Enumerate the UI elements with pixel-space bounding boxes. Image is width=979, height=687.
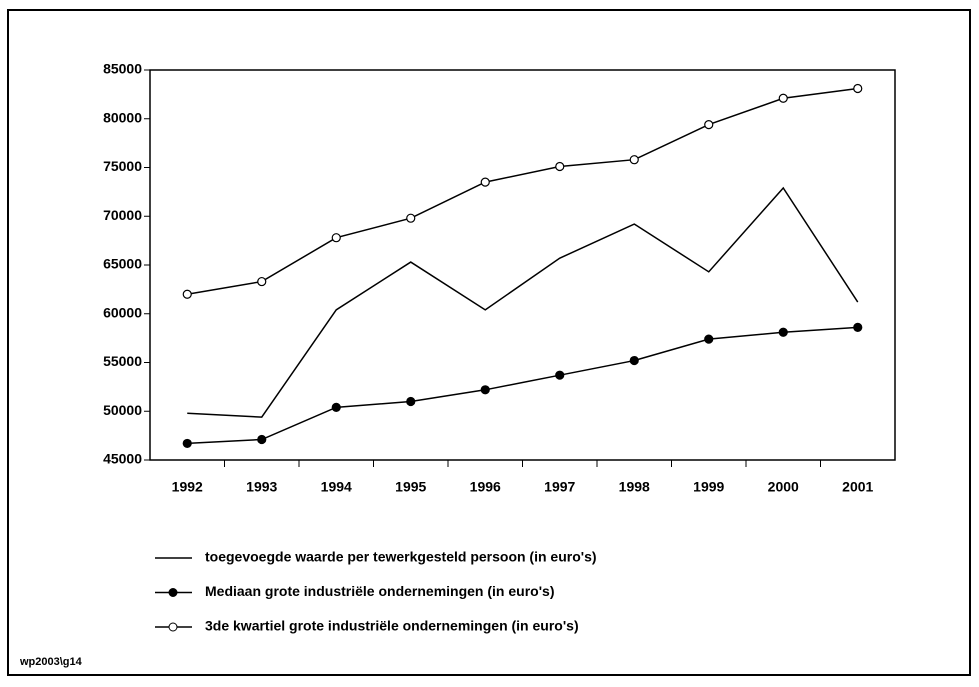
y-tick-label: 85000 [103,61,142,77]
y-tick-label: 70000 [103,207,142,223]
point-marker [257,434,267,445]
y-tick-label: 60000 [103,304,142,320]
x-tick-label: 1998 [619,479,650,495]
y-tick-label: 55000 [103,353,142,369]
x-tick-label: 1993 [246,479,277,495]
point-marker [480,177,490,187]
point-marker [331,233,341,243]
y-tick-label: 75000 [103,158,142,174]
point-marker [331,402,341,412]
y-tick-label: 65000 [103,256,142,272]
frame [7,9,971,676]
x-tick-label: 2001 [842,479,873,495]
legend-label: 3de kwartiel grote industriële ondernemi… [205,618,579,634]
y-tick-label: 80000 [103,109,142,125]
legend-marker [168,622,178,632]
x-tick-label: 1992 [172,479,203,495]
point-marker [629,355,639,366]
x-tick-label: 1995 [395,479,426,495]
footnote: wp2003\g14 [19,656,83,668]
legend-label: Mediaan grote industriële ondernemingen … [205,583,554,599]
point-marker [555,161,565,172]
y-tick-label: 45000 [103,451,142,467]
series-line [187,186,859,418]
x-tick-label: 1996 [470,479,501,495]
point-marker [704,334,714,344]
point-marker [778,93,788,103]
point-marker [853,322,863,332]
point-marker [406,213,416,223]
series-line [187,87,858,295]
point-marker [778,327,788,337]
x-tick-label: 2000 [768,479,799,495]
y-tick-label: 50000 [103,402,142,418]
x-tick-label: 1997 [544,479,575,495]
legend-label: toegevoegde waarde per tewerkgesteld per… [205,549,597,565]
point-marker [406,396,416,407]
point-marker [182,438,192,449]
point-marker [257,276,267,287]
point-marker [629,155,639,165]
legend-marker [168,588,178,597]
series-line [187,326,858,445]
x-tick-label: 1999 [693,479,724,495]
x-tick-label: 1994 [321,479,352,495]
point-marker [182,289,192,299]
point-marker [853,83,863,94]
point-marker [704,119,714,130]
point-marker [480,385,490,395]
point-marker [555,370,565,380]
